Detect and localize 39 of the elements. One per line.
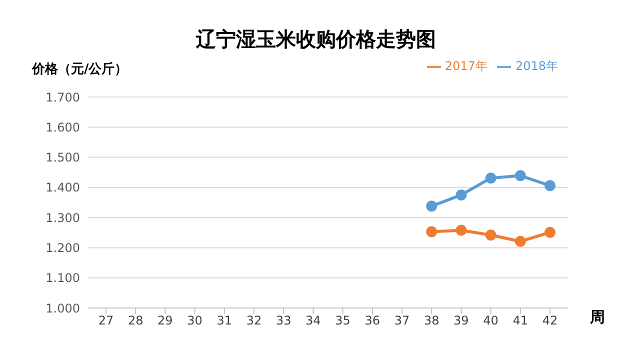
y-tick-label: 1.100 — [46, 271, 80, 286]
x-tick-label: 31 — [216, 314, 232, 328]
point — [456, 224, 467, 236]
x-tick-label: 28 — [128, 314, 144, 328]
y-tick-label: 1.700 — [46, 90, 80, 104]
y-tick-label: 1.300 — [46, 210, 80, 225]
x-tick-label: 35 — [335, 314, 350, 328]
x-tick-label: 39 — [454, 314, 469, 328]
x-tick-label: 36 — [364, 314, 380, 328]
x-tick-label: 32 — [246, 314, 262, 328]
x-tick-label: 37 — [394, 314, 410, 328]
point — [544, 180, 556, 192]
x-tick-label: 34 — [306, 314, 321, 328]
y-tick-label: 1.000 — [46, 301, 80, 316]
legend-label: 2018年 — [515, 59, 558, 73]
point — [456, 189, 467, 200]
point — [426, 226, 438, 238]
y-tick-label: 1.400 — [46, 180, 80, 195]
point — [514, 170, 526, 182]
chart-title: 辽宁湿玉米收购价格走势图 — [195, 26, 437, 53]
x-tick-label: 29 — [158, 314, 173, 328]
y-tick-label: 1.200 — [46, 240, 80, 255]
point — [544, 226, 556, 238]
x-axis-title: 周 — [590, 308, 605, 327]
y-tick-label: 1.600 — [46, 120, 80, 134]
x-tick-label: 42 — [542, 314, 558, 328]
x-tick-label: 33 — [276, 314, 292, 328]
y-axis-title: 价格（元/公斤） — [32, 60, 128, 78]
y-tick-label: 1.500 — [46, 150, 80, 165]
x-tick-label: 40 — [483, 314, 498, 328]
x-tick-label: 41 — [512, 314, 528, 328]
point — [485, 172, 496, 184]
x-tick-label: 27 — [98, 314, 114, 328]
x-tick-label: 38 — [424, 314, 440, 328]
point — [514, 236, 526, 247]
point — [426, 200, 438, 212]
x-tick-label: 30 — [187, 314, 202, 328]
legend-label: 2017年 — [444, 59, 488, 73]
point — [485, 230, 496, 241]
